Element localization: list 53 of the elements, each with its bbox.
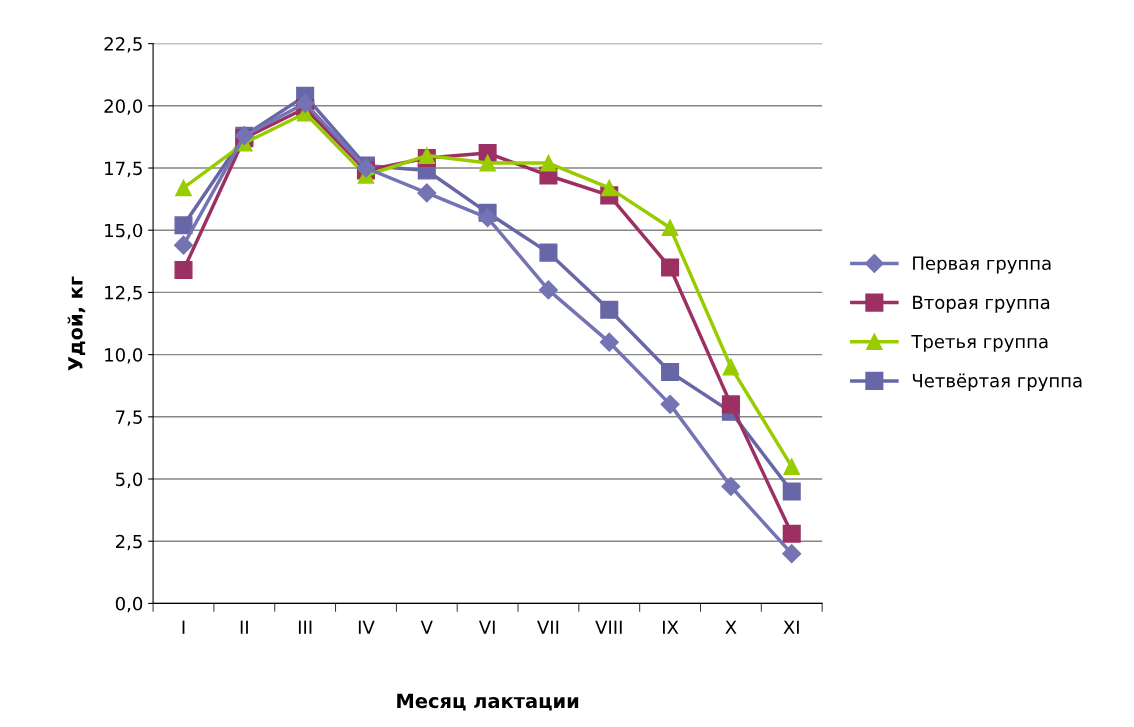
point [540, 154, 557, 172]
x-tick-label: VI [478, 620, 495, 634]
y-tick-label: 2,5 [115, 534, 142, 551]
y-tick-label: 22,5 [104, 37, 142, 53]
y-tick-label: 5,0 [116, 472, 143, 488]
point [660, 394, 680, 414]
x-axis-title: Месяц лактации [397, 693, 579, 711]
y-axis-title: Удой, кг [67, 276, 86, 371]
x-tick-label: II [240, 620, 248, 634]
point [173, 235, 194, 255]
point [295, 93, 315, 113]
legend-label: Третья группа [911, 334, 1048, 352]
point [783, 458, 801, 475]
legend-label: Вторая группа [913, 295, 1050, 313]
point [721, 395, 740, 414]
point [175, 179, 192, 197]
point [418, 147, 436, 164]
y-tick-label: 7,5 [116, 410, 142, 426]
y-tick-label: 0,0 [115, 596, 143, 613]
legend-label: Четвёртая группа [912, 373, 1082, 391]
legend-label: Первая группа [913, 256, 1051, 274]
point [721, 476, 741, 497]
x-tick-label: I [182, 620, 185, 634]
point [782, 544, 802, 564]
y-tick-label: 17,5 [105, 161, 142, 177]
point [661, 258, 680, 277]
x-tick-label: V [420, 620, 433, 634]
point [661, 219, 679, 237]
point [539, 243, 558, 262]
x-tick-label: XI [783, 620, 799, 634]
y-tick-label: 10,0 [105, 348, 143, 364]
point [600, 300, 619, 319]
point [479, 154, 496, 172]
point [600, 179, 618, 197]
point [174, 260, 193, 280]
x-tick-label: IX [663, 620, 679, 634]
point [538, 280, 558, 300]
x-tick-label: VII [537, 620, 559, 634]
x-tick-label: X [725, 620, 737, 634]
point [417, 183, 437, 203]
point [478, 208, 498, 228]
point [782, 482, 801, 501]
point [722, 358, 740, 376]
x-tick-label: VIII [595, 620, 622, 634]
y-tick-label: 20,0 [104, 99, 143, 115]
point [782, 524, 801, 543]
x-tick-label: III [298, 620, 312, 634]
y-tick-label: 15,0 [105, 223, 143, 240]
point [599, 332, 619, 352]
y-tick-label: 12,5 [105, 285, 142, 302]
point [174, 216, 193, 235]
point [661, 363, 680, 382]
x-tick-label: IV [358, 620, 375, 634]
